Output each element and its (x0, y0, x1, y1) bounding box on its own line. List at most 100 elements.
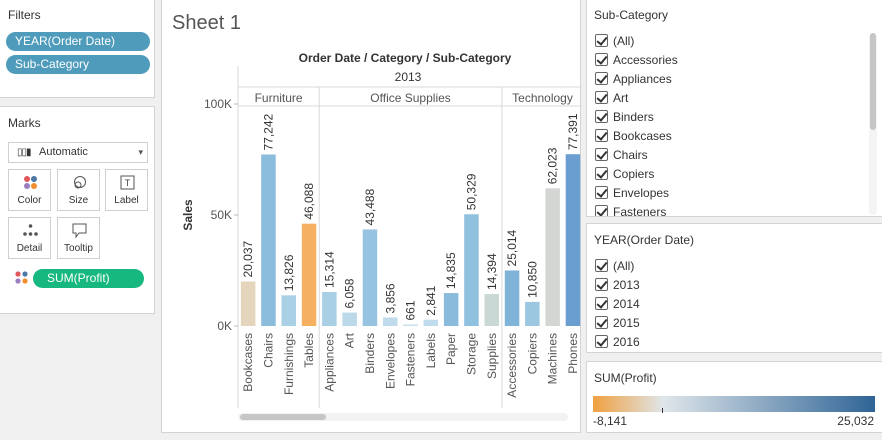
bar-value-label: 77,242 (261, 113, 275, 150)
year-option-label: 2016 (613, 334, 640, 349)
bar-value-label: 6,058 (343, 278, 357, 308)
marks-panel: Marks ▯▯▮ Automatic ▾ Color Size T Label… (0, 106, 155, 314)
checkbox-checked-icon[interactable] (595, 91, 608, 104)
color-card-label: Color (17, 195, 42, 206)
filters-title: Filters (8, 8, 41, 22)
chart-title: Order Date / Category / Sub-Category (299, 51, 512, 65)
year-filter-card: YEAR(Order Date) (All) 2013 2014 2015 2016 (586, 223, 882, 353)
filter-pill-subcategory[interactable]: Sub-Category (6, 55, 150, 74)
label-card-label: Label (114, 195, 139, 206)
bar-value-label: 62,023 (546, 147, 560, 184)
checkbox-checked-icon[interactable] (595, 297, 608, 310)
bar (565, 154, 581, 326)
detail-card[interactable]: Detail (8, 217, 51, 259)
subcategory-option-label: Envelopes (613, 185, 670, 200)
subcategory-option[interactable]: Envelopes (595, 183, 669, 202)
checkbox-checked-icon[interactable] (595, 34, 608, 47)
y-tick-label: 50K (211, 208, 232, 222)
bar (362, 229, 378, 326)
sheet-title: Sheet 1 (172, 12, 241, 34)
bar (301, 223, 317, 326)
y-tick-label: 100K (204, 97, 232, 111)
x-tick-label: Envelopes (383, 333, 397, 389)
checkbox-checked-icon[interactable] (595, 110, 608, 123)
color-ramp (593, 396, 875, 412)
bar (240, 281, 256, 326)
tooltip-card[interactable]: Tooltip (57, 217, 100, 259)
subcategory-option[interactable]: Accessories (595, 50, 678, 69)
year-option-label: 2014 (613, 296, 640, 311)
year-option[interactable]: 2014 (595, 294, 640, 313)
subcategory-option-label: Binders (613, 109, 654, 124)
color-card[interactable]: Color (8, 169, 51, 211)
bar-value-label: 46,088 (302, 183, 316, 220)
bar-chart-icon: ▯▯▮ (17, 147, 31, 158)
filter-pill-year[interactable]: YEAR(Order Date) (6, 32, 150, 51)
year-list: (All) 2013 2014 2015 2016 (587, 256, 867, 352)
scrollbar-thumb[interactable] (870, 33, 876, 130)
bar-chart: Order Date / Category / Sub-Category 2013… (181, 51, 582, 408)
marks-title: Marks (8, 116, 41, 130)
x-tick-label: Art (343, 332, 357, 348)
subcategory-option[interactable]: Binders (595, 107, 654, 126)
vertical-scrollbar[interactable] (869, 33, 877, 215)
checkbox-checked-icon[interactable] (595, 167, 608, 180)
subcategory-filter-title: Sub-Category (594, 8, 669, 22)
checkbox-checked-icon[interactable] (595, 148, 608, 161)
year-option-label: (All) (613, 258, 635, 273)
subcategory-option[interactable]: Chairs (595, 145, 648, 164)
subcategory-option-label: Art (613, 90, 629, 105)
subcategory-option[interactable]: (All) (595, 31, 634, 50)
label-card[interactable]: T Label (105, 169, 148, 211)
label-icon: T (120, 175, 135, 190)
bar-value-label: 15,314 (322, 251, 336, 288)
bar-value-label: 14,835 (444, 252, 458, 289)
bar (322, 292, 337, 326)
subcategory-option[interactable]: Art (595, 88, 628, 107)
y-tick-label: 0K (217, 319, 232, 333)
x-tick-label: Bookcases (241, 333, 255, 392)
checkbox-checked-icon[interactable] (595, 186, 608, 199)
bar (443, 293, 459, 326)
subcategory-option[interactable]: Copiers (595, 164, 654, 183)
subcategory-option-label: Appliances (613, 71, 672, 86)
x-tick-label: Labels (424, 333, 438, 368)
x-tick-label: Appliances (322, 333, 336, 392)
subcategory-option-label: Accessories (613, 52, 678, 67)
horizontal-scrollbar[interactable] (238, 413, 568, 421)
checkbox-checked-icon[interactable] (595, 72, 608, 85)
year-header: 2013 (395, 70, 422, 84)
profit-color-pill[interactable]: SUM(Profit) (33, 269, 144, 288)
x-tick-label: Machines (546, 333, 560, 384)
subcategory-option[interactable]: Fasteners (595, 202, 666, 216)
mark-type-select[interactable]: ▯▯▮ Automatic ▾ (8, 142, 148, 163)
checkbox-checked-icon[interactable] (595, 335, 608, 348)
subcategory-list: (All) Accessories Appliances Art Binders Book… (587, 31, 867, 216)
checkbox-checked-icon[interactable] (595, 316, 608, 329)
bar (423, 319, 439, 326)
year-option[interactable]: 2013 (595, 275, 640, 294)
bar (383, 317, 398, 326)
checkbox-checked-icon[interactable] (595, 205, 608, 216)
checkbox-checked-icon[interactable] (595, 278, 608, 291)
sheet-panel: Sheet 1 Order Date / Category / Sub-Cate… (161, 0, 582, 433)
year-option-label: 2013 (613, 277, 640, 292)
scrollbar-thumb[interactable] (240, 414, 326, 420)
bar (545, 188, 560, 326)
bar (504, 270, 520, 326)
bar-value-label: 661 (404, 300, 418, 320)
x-tick-label: Furnishings (282, 333, 296, 395)
chevron-down-icon: ▾ (138, 147, 143, 157)
filters-panel: Filters YEAR(Order Date) Sub-Category (0, 0, 155, 98)
year-option[interactable]: (All) (595, 256, 634, 275)
bar-value-label: 50,329 (464, 173, 478, 210)
size-card[interactable]: Size (57, 169, 100, 211)
year-option[interactable]: 2015 (595, 313, 640, 332)
checkbox-checked-icon[interactable] (595, 259, 608, 272)
bar (484, 294, 499, 326)
subcategory-option[interactable]: Appliances (595, 69, 672, 88)
checkbox-checked-icon[interactable] (595, 53, 608, 66)
subcategory-option[interactable]: Bookcases (595, 126, 672, 145)
checkbox-checked-icon[interactable] (595, 129, 608, 142)
year-option[interactable]: 2016 (595, 332, 640, 351)
